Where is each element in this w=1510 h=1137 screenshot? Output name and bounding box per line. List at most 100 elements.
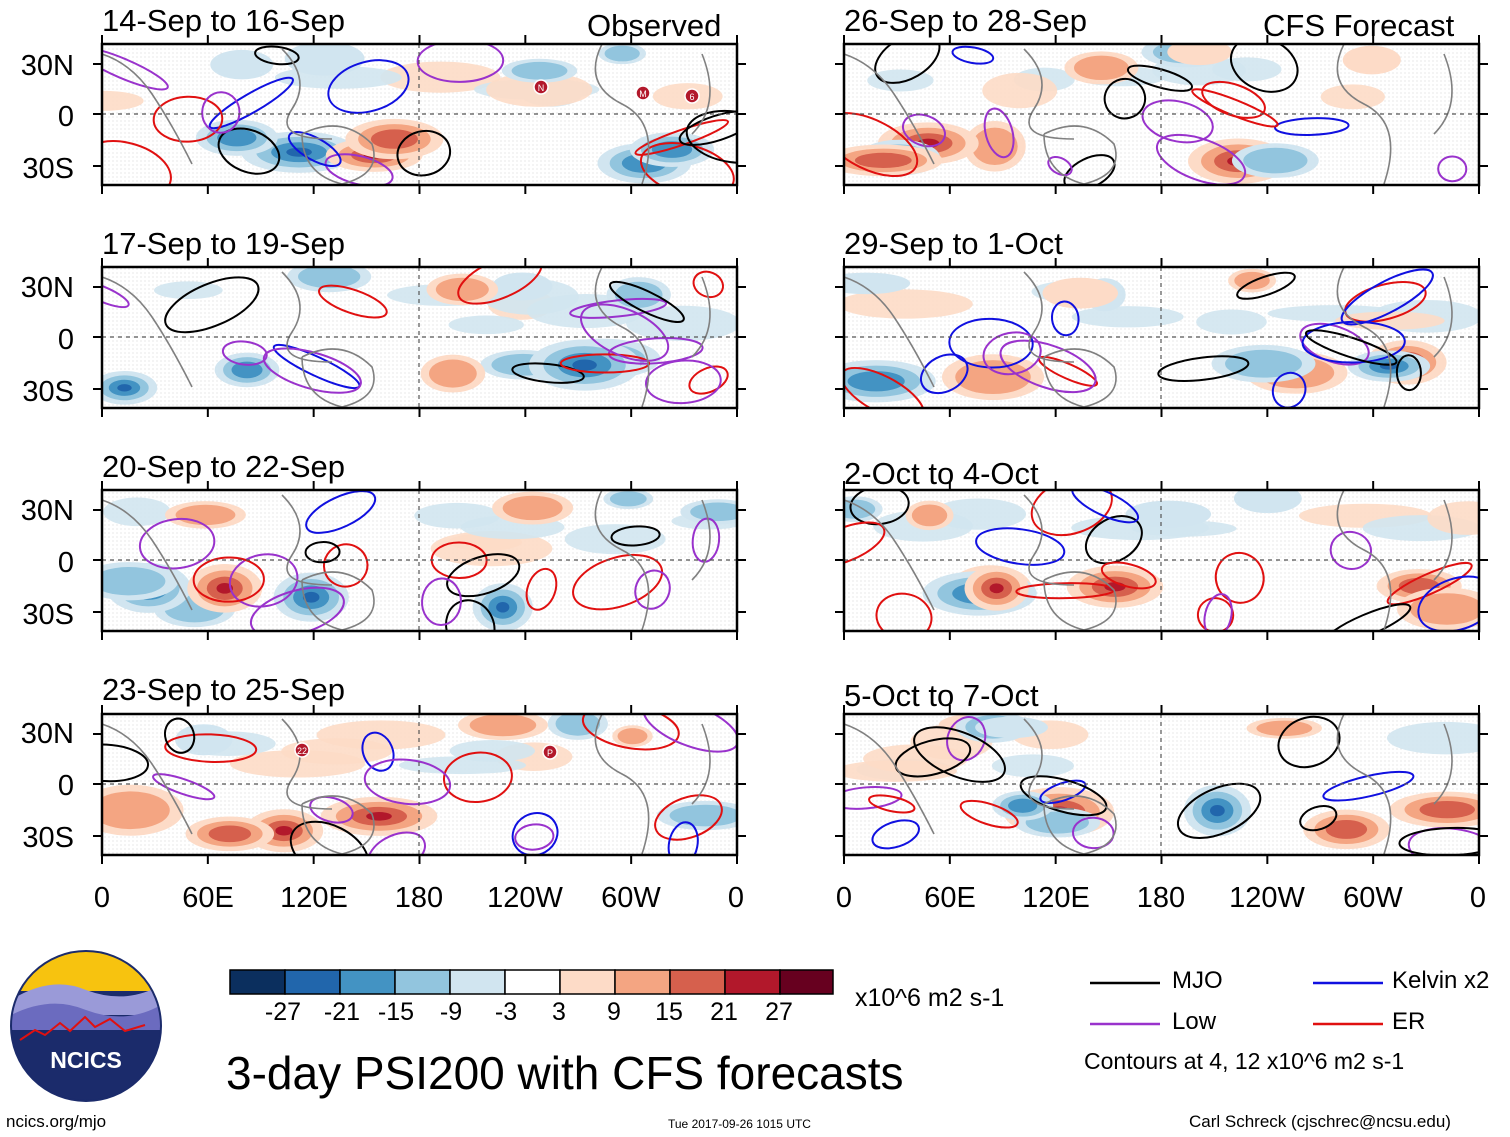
contour-line bbox=[610, 525, 661, 547]
storm-marker-label: N bbox=[538, 83, 545, 93]
contour-line bbox=[569, 297, 668, 319]
contour-line bbox=[1299, 804, 1338, 832]
lon-label-right-0: 0 bbox=[835, 882, 853, 914]
contour-line bbox=[102, 140, 172, 185]
colorbar-label: -3 bbox=[494, 998, 518, 1026]
map-panel-5 bbox=[844, 44, 1479, 185]
negative-anomaly bbox=[847, 371, 905, 392]
map-panel-2 bbox=[102, 267, 737, 408]
weak-anomaly bbox=[982, 72, 1058, 109]
negative-anomaly bbox=[117, 384, 132, 392]
positive-anomaly bbox=[1325, 819, 1368, 839]
contour-line bbox=[525, 567, 558, 611]
contour-line bbox=[152, 95, 224, 143]
lat-label-30s: 30S bbox=[22, 376, 74, 408]
coastline bbox=[1336, 490, 1392, 631]
coastline bbox=[281, 271, 333, 363]
negative-anomaly bbox=[302, 591, 320, 603]
positive-anomaly bbox=[1342, 45, 1401, 75]
weak-anomaly bbox=[1427, 501, 1479, 535]
coastline bbox=[281, 718, 333, 810]
observed-label: Observed bbox=[587, 8, 722, 43]
contour-line bbox=[581, 714, 680, 751]
lon-label-left-120e: 120E bbox=[280, 882, 348, 914]
colorbar-segment bbox=[724, 969, 781, 995]
contour-line bbox=[1437, 155, 1468, 183]
contour-line bbox=[262, 347, 362, 394]
contour-line bbox=[1236, 271, 1296, 300]
colorbar-segment bbox=[669, 969, 726, 995]
contour-line bbox=[1050, 300, 1080, 337]
contour-line bbox=[361, 731, 395, 772]
coastline bbox=[1023, 494, 1075, 586]
coastline bbox=[281, 48, 333, 140]
lon-label-left-60w: 60W bbox=[601, 882, 661, 914]
coastline bbox=[301, 571, 375, 631]
positive-anomaly bbox=[1234, 271, 1270, 290]
colorbar-segment bbox=[614, 969, 671, 995]
lat-label-eq: 0 bbox=[57, 547, 74, 579]
coastline bbox=[691, 723, 711, 805]
contour-line bbox=[304, 541, 341, 564]
lon-label-left-0: 0 bbox=[93, 882, 111, 914]
panel-title-fc-1: 26-Sep to 28-Sep bbox=[844, 3, 1088, 38]
coastline bbox=[594, 490, 650, 631]
contour-line bbox=[1214, 551, 1265, 604]
contour-line bbox=[511, 812, 559, 855]
coastline bbox=[691, 53, 711, 135]
contour-line bbox=[1203, 593, 1233, 631]
map-panel-6 bbox=[844, 267, 1479, 408]
figure-title: 3-day PSI200 with CFS forecasts bbox=[226, 1047, 904, 1099]
contour-line bbox=[152, 773, 216, 801]
negative-anomaly bbox=[492, 272, 553, 301]
logo-border bbox=[10, 950, 162, 1102]
map-panel-8 bbox=[844, 714, 1479, 855]
contour-line bbox=[868, 794, 916, 814]
storm-marker-icon bbox=[294, 742, 310, 758]
coastline bbox=[1433, 53, 1453, 135]
contour-line bbox=[511, 362, 585, 384]
negative-anomaly bbox=[102, 567, 166, 596]
coastline bbox=[1043, 795, 1117, 855]
lat-label-30s: 30S bbox=[22, 822, 74, 854]
contour-line bbox=[249, 586, 345, 631]
storm-marker-icon bbox=[542, 744, 558, 760]
storm-marker-label: 6 bbox=[689, 92, 694, 102]
negative-anomaly bbox=[175, 724, 233, 756]
contour-line bbox=[102, 46, 169, 91]
map-panel-3 bbox=[102, 490, 737, 631]
weak-anomaly bbox=[1196, 309, 1267, 335]
negative-anomaly bbox=[1008, 798, 1038, 813]
panel-title-obs-4: 23-Sep to 25-Sep bbox=[102, 672, 346, 707]
contour-line bbox=[1126, 64, 1193, 92]
contour-line bbox=[217, 127, 281, 175]
website-link[interactable]: ncics.org/mjo bbox=[6, 1112, 107, 1131]
coastline bbox=[301, 125, 375, 185]
legend-label-low: Low bbox=[1172, 1008, 1217, 1035]
colorbar-segment bbox=[779, 969, 834, 995]
ncics-logo-text: NCICS bbox=[50, 1047, 122, 1073]
legend-label-kelvin: Kelvin x2 bbox=[1392, 967, 1490, 994]
contour-line bbox=[457, 267, 543, 305]
negative-anomaly bbox=[1210, 804, 1225, 817]
contour-line bbox=[844, 785, 903, 810]
panel-title-obs-3: 20-Sep to 22-Sep bbox=[102, 449, 346, 484]
coastline bbox=[691, 276, 711, 358]
lon-label-right-180: 180 bbox=[1136, 882, 1186, 914]
contour-line bbox=[416, 44, 505, 83]
contour-line bbox=[1230, 44, 1299, 93]
positive-anomaly bbox=[370, 129, 418, 149]
coastline bbox=[1336, 267, 1392, 408]
contour-line bbox=[1323, 603, 1412, 631]
weak-anomaly bbox=[564, 524, 666, 555]
coastline bbox=[1433, 276, 1453, 358]
lon-label-left-60e: 60E bbox=[182, 882, 234, 914]
contour-line bbox=[228, 553, 299, 608]
contour-line bbox=[667, 821, 699, 855]
contour-line bbox=[875, 592, 933, 631]
weak-anomaly bbox=[103, 497, 171, 527]
colorbar-label: 3 bbox=[552, 998, 566, 1026]
coastline bbox=[1023, 48, 1075, 140]
lon-label-right-120e: 120E bbox=[1022, 882, 1090, 914]
